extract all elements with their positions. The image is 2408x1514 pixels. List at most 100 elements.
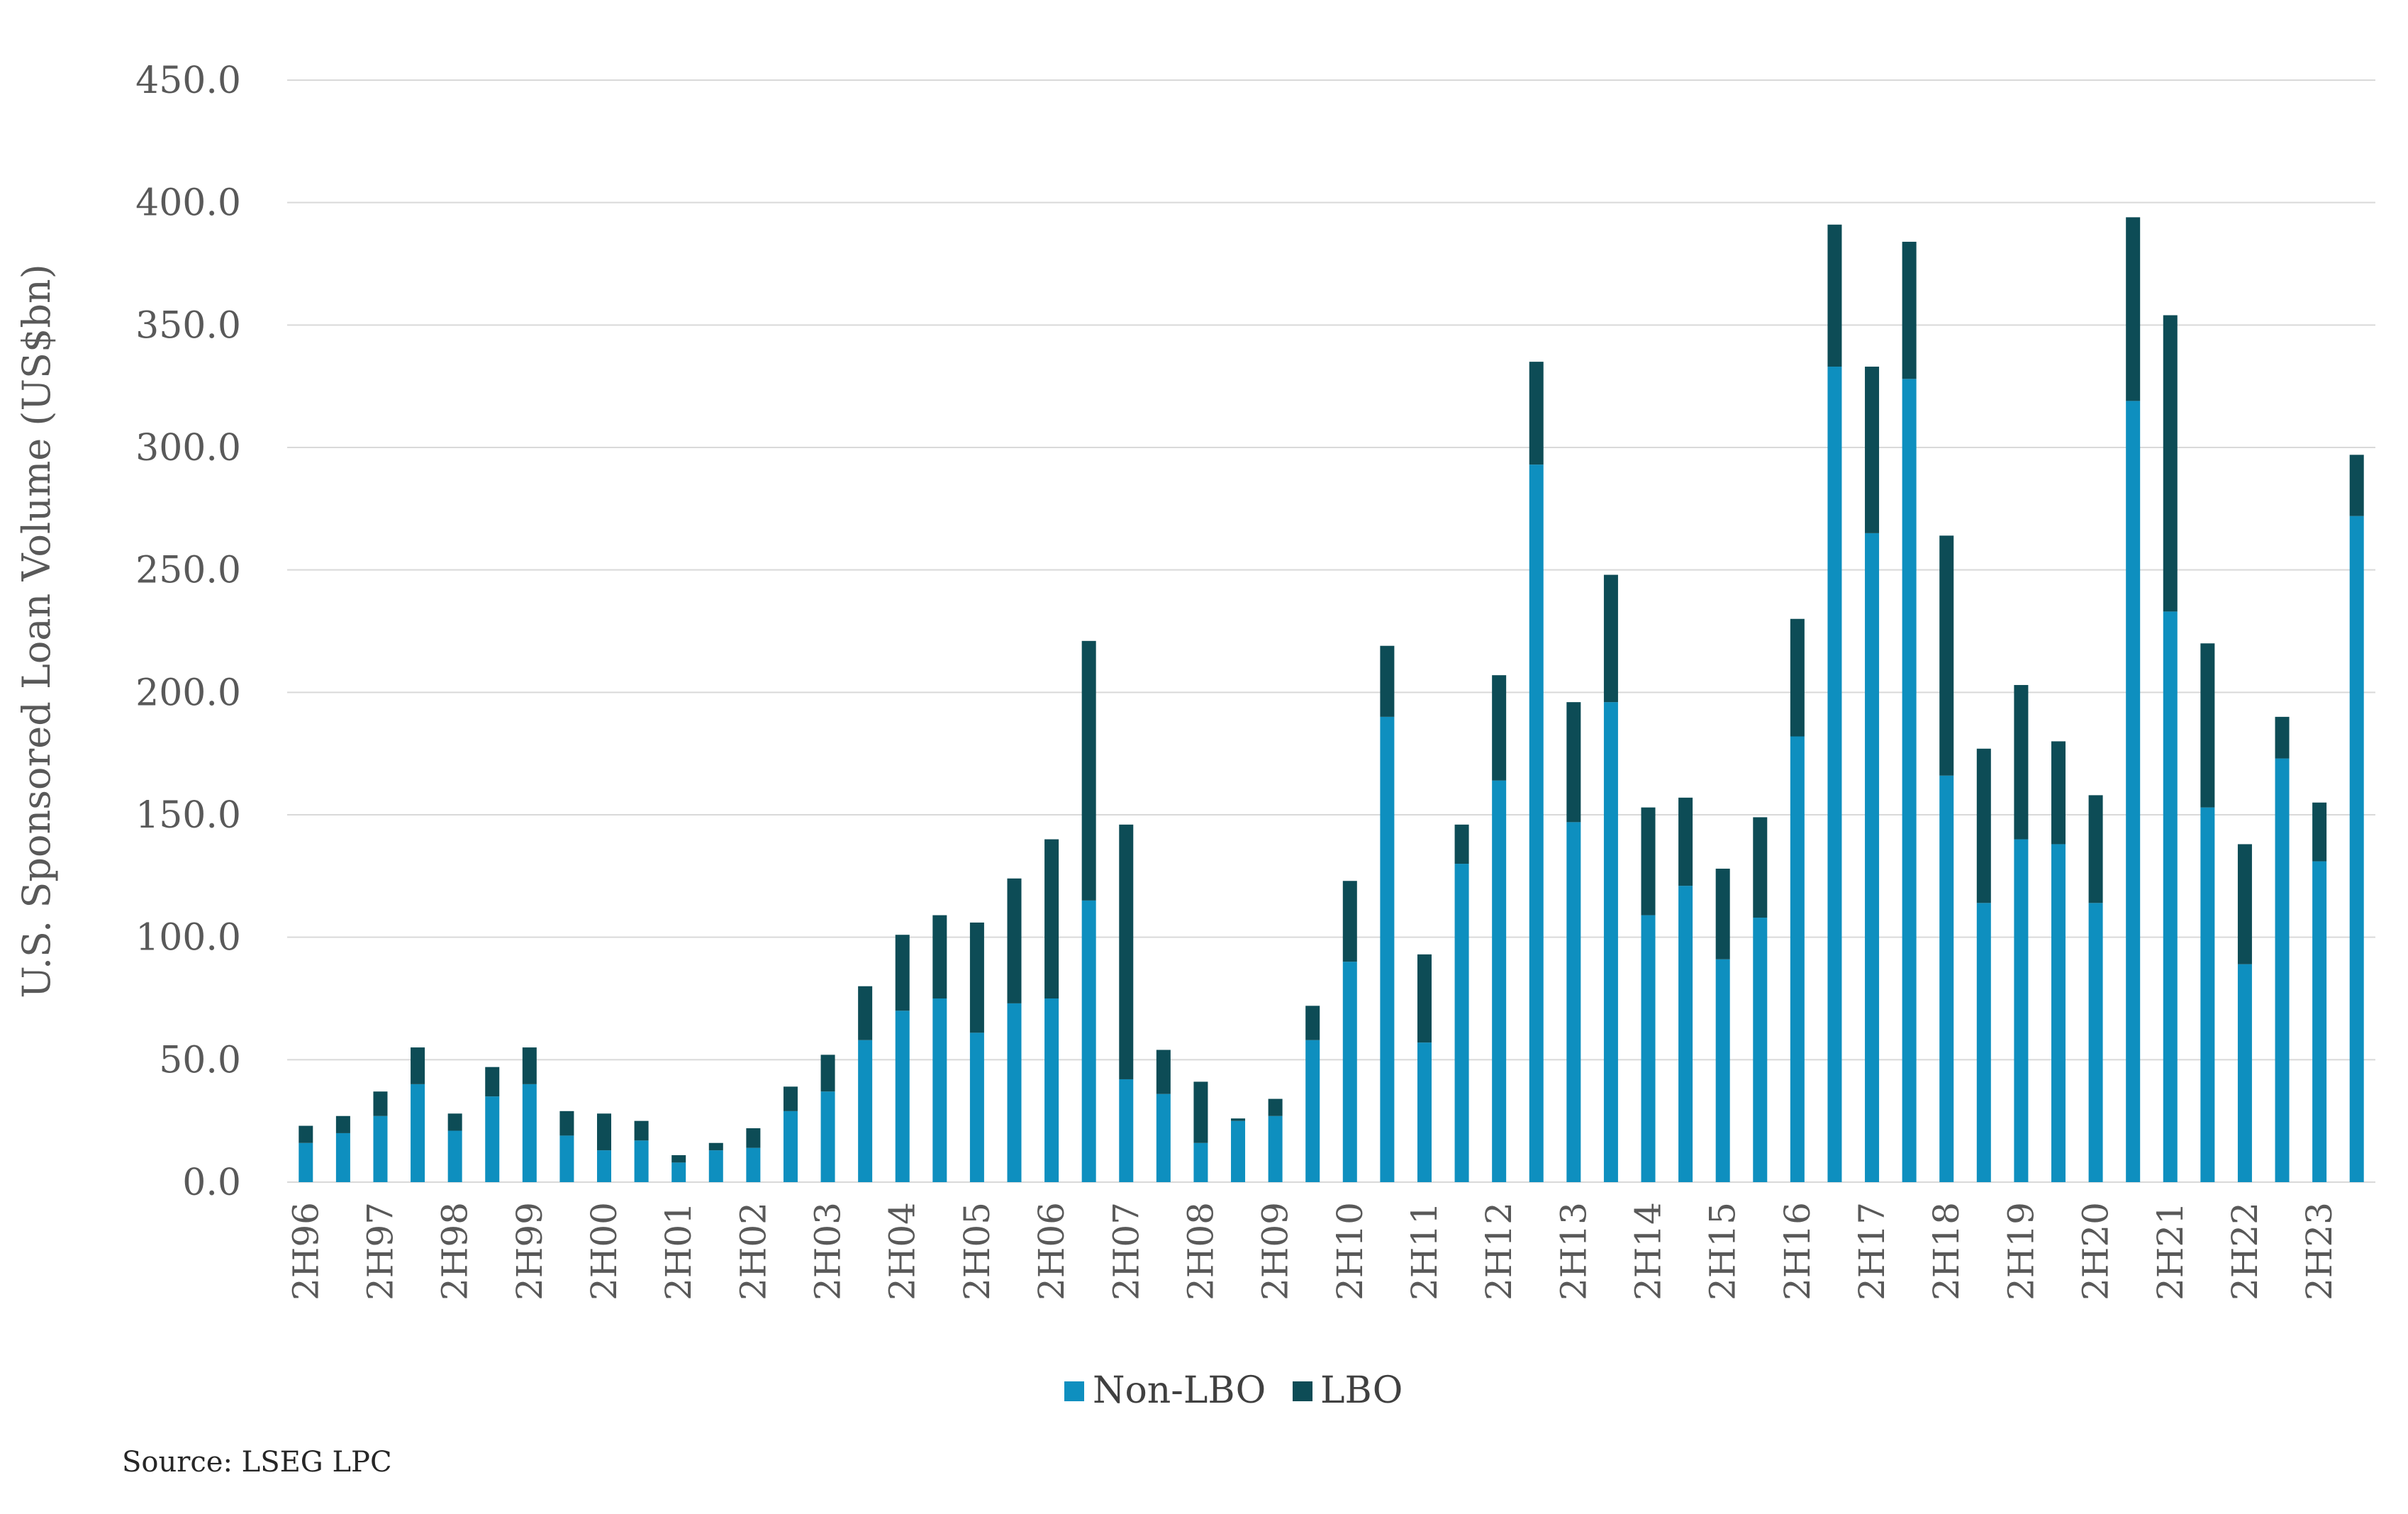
bar-lbo: [411, 1047, 425, 1084]
bar-lbo: [634, 1120, 649, 1141]
source-note: Source: LSEG LPC: [122, 1446, 392, 1479]
x-tick-label: 2H20: [2075, 1202, 2117, 1301]
bar-non-lbo: [1603, 702, 1618, 1182]
bar-lbo: [335, 1115, 350, 1133]
bar-lbo: [1119, 824, 1134, 1079]
bar-non-lbo: [2275, 758, 2290, 1182]
bar-non-lbo: [1305, 1040, 1320, 1182]
bar-lbo: [1753, 817, 1768, 918]
bar-non-lbo: [1902, 379, 1917, 1182]
bar-lbo: [2014, 684, 2029, 840]
bar-lbo: [2163, 315, 2178, 612]
bar-non-lbo: [2163, 611, 2178, 1182]
bar-lbo: [1827, 224, 1842, 367]
bar-non-lbo: [1976, 903, 1991, 1182]
bar-lbo: [2275, 716, 2290, 759]
bar-non-lbo: [820, 1091, 835, 1182]
bar-non-lbo: [1939, 775, 1954, 1182]
x-tick-label: 2H06: [1031, 1202, 1072, 1301]
x-tick-label: 2H17: [1851, 1202, 1893, 1301]
y-axis-ticks: 0.0 50.0 100.0 150.0 200.0 250.0 300.0 350.0 400…: [135, 60, 241, 1204]
bar-lbo: [485, 1067, 500, 1097]
x-axis-ticks: 2H96 2H97 2H98 2H99 2H00 2H01 2H02 2H03 2H04 2H05…: [285, 1202, 2340, 1301]
bar-lbo: [522, 1047, 537, 1084]
bar-lbo: [1156, 1050, 1171, 1094]
x-tick-label: 2H98: [435, 1202, 476, 1301]
bar-lbo: [1976, 748, 1991, 903]
x-tick-label: 2H07: [1105, 1202, 1147, 1301]
bar-lbo: [1342, 881, 1357, 962]
bar-lbo: [1939, 535, 1954, 776]
bar-non-lbo: [1231, 1120, 1246, 1182]
bar-non-lbo: [1007, 1003, 1022, 1182]
bar-non-lbo: [1156, 1093, 1171, 1182]
bar-non-lbo: [485, 1096, 500, 1182]
bar-lbo: [299, 1125, 313, 1143]
x-tick-label: 2H09: [1255, 1202, 1296, 1301]
bar-non-lbo: [335, 1132, 350, 1182]
x-tick-label: 2H99: [509, 1202, 550, 1301]
bar-lbo: [932, 915, 947, 998]
bar-non-lbo: [447, 1130, 462, 1182]
bar-non-lbo: [634, 1140, 649, 1182]
x-tick-label: 2H19: [2000, 1202, 2041, 1301]
bar-non-lbo: [969, 1032, 984, 1182]
bar-non-lbo: [2014, 839, 2029, 1182]
bar-non-lbo: [1678, 886, 1693, 1182]
y-tick-label: 50.0: [159, 1039, 241, 1081]
bar-non-lbo: [2237, 964, 2252, 1182]
bar-lbo: [1305, 1006, 1320, 1040]
bar-non-lbo: [1715, 959, 1730, 1182]
bar-non-lbo: [411, 1084, 425, 1182]
bar-non-lbo: [746, 1147, 761, 1182]
bar-non-lbo: [708, 1150, 723, 1182]
bar-lbo: [895, 935, 910, 1011]
bar-non-lbo: [1193, 1142, 1208, 1182]
x-tick-label: 2H21: [2150, 1202, 2191, 1301]
bar-lbo: [447, 1113, 462, 1131]
bar-lbo: [1603, 574, 1618, 703]
bar-lbo: [1417, 954, 1432, 1043]
bar-lbo: [2051, 741, 2066, 845]
x-tick-label: 2H12: [1478, 1202, 1520, 1301]
bars: [299, 217, 2364, 1182]
x-tick-label: 2H15: [1702, 1202, 1744, 1301]
x-tick-label: 2H13: [1553, 1202, 1594, 1301]
bar-non-lbo: [1641, 915, 1656, 1182]
bar-lbo: [373, 1091, 388, 1116]
x-tick-label: 2H18: [1926, 1202, 1967, 1301]
bar-lbo: [1529, 362, 1544, 465]
bar-lbo: [708, 1142, 723, 1151]
bar-lbo: [1715, 868, 1730, 959]
bar-lbo: [969, 922, 984, 1033]
bar-non-lbo: [783, 1111, 798, 1182]
bar-non-lbo: [1865, 533, 1880, 1182]
legend-label-lbo: LBO: [1320, 1369, 1403, 1412]
bar-non-lbo: [1380, 716, 1395, 1182]
x-tick-label: 2H16: [1777, 1202, 1818, 1301]
x-tick-label: 2H03: [808, 1202, 849, 1301]
bar-non-lbo: [1342, 962, 1357, 1182]
bar-non-lbo: [1566, 822, 1581, 1182]
bar-lbo: [2200, 643, 2215, 808]
x-tick-label: 2H96: [285, 1202, 326, 1301]
bar-lbo: [1566, 702, 1581, 823]
y-tick-label: 450.0: [135, 60, 241, 102]
bar-non-lbo: [1417, 1042, 1432, 1182]
bar-lbo: [1044, 839, 1059, 998]
x-tick-label: 2H14: [1628, 1202, 1669, 1301]
bar-non-lbo: [373, 1115, 388, 1182]
bar-lbo: [1790, 618, 1805, 737]
bar-non-lbo: [1119, 1079, 1134, 1182]
x-tick-label: 2H97: [359, 1202, 401, 1301]
y-tick-label: 300.0: [135, 427, 241, 469]
bar-lbo: [2126, 217, 2141, 401]
bar-non-lbo: [1081, 900, 1096, 1182]
bar-lbo: [2312, 802, 2327, 862]
bar-lbo: [2349, 455, 2364, 516]
bar-non-lbo: [2349, 516, 2364, 1182]
bar-lbo: [1193, 1081, 1208, 1143]
bar-non-lbo: [1044, 998, 1059, 1182]
bar-non-lbo: [858, 1040, 873, 1182]
